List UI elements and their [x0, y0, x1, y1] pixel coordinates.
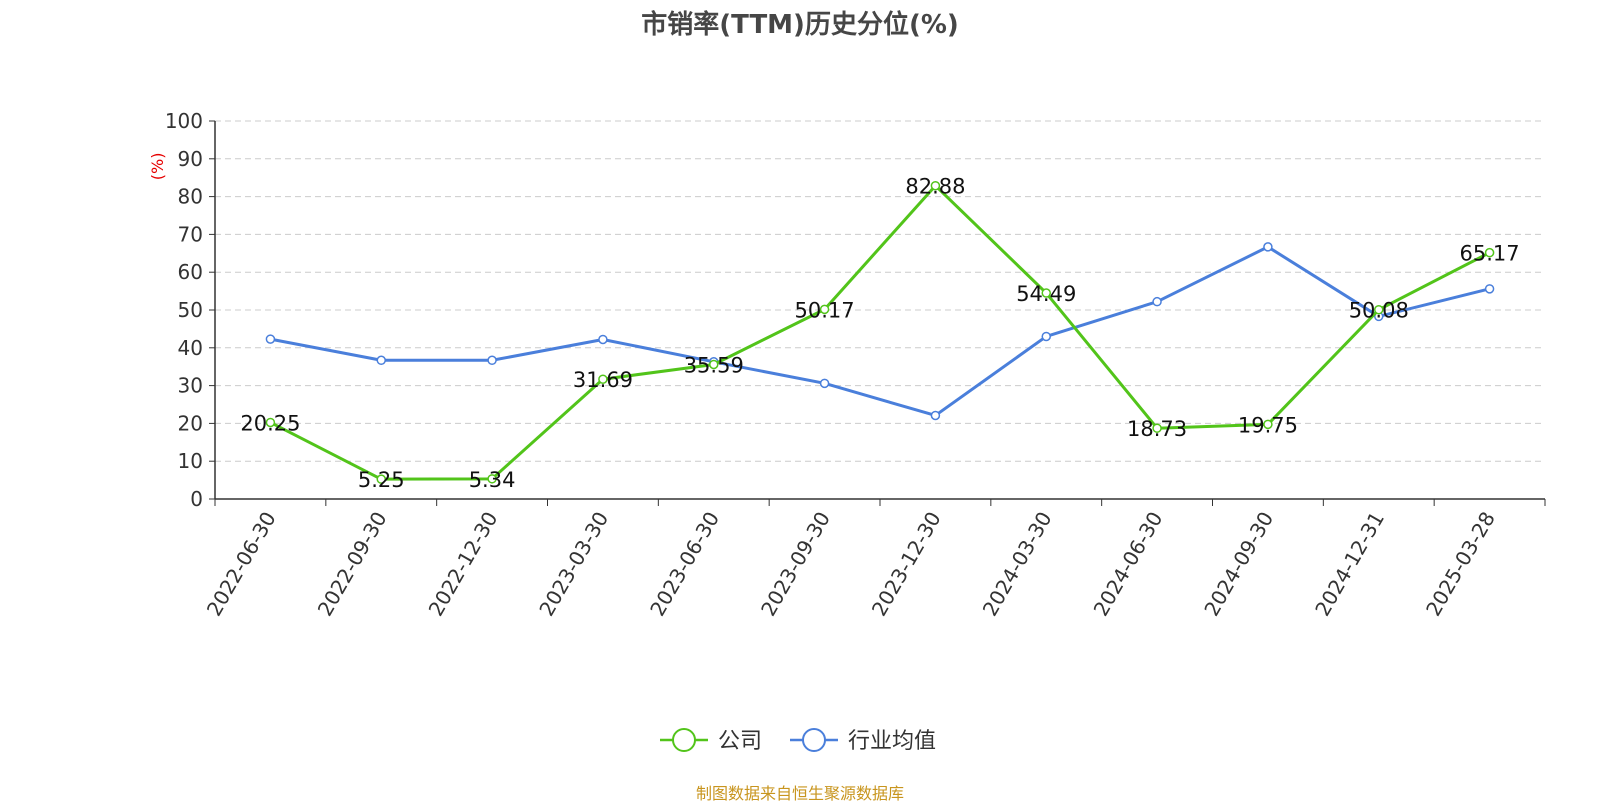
data-label: 35.59 — [684, 353, 744, 377]
y-tick-label: 90 — [178, 147, 203, 171]
data-labels: 20.25 5.25 5.34 31.69 35.59 50.17 82.88 54.49 18… — [240, 175, 1519, 492]
data-point — [265, 334, 276, 344]
data-point — [376, 474, 386, 484]
legend: 公司 行业均值 — [660, 728, 936, 754]
x-tick-label: 2023-09-30 — [756, 508, 835, 621]
data-point — [1041, 288, 1051, 298]
y-tick-label: 70 — [178, 222, 203, 246]
y-tick-label: 60 — [178, 260, 203, 284]
data-label: 5.25 — [358, 468, 405, 492]
data-point — [930, 410, 941, 421]
data-point — [376, 355, 386, 366]
data-point — [1152, 423, 1162, 433]
x-tick-label: 2023-03-30 — [534, 508, 613, 621]
data-label: 50.08 — [1349, 299, 1409, 323]
series-line-company — [269, 184, 1491, 481]
x-tick-label: 2022-06-30 — [202, 508, 281, 621]
data-label: 19.75 — [1238, 413, 1298, 437]
data-point — [1041, 331, 1051, 342]
data-point — [487, 474, 497, 484]
data-point — [1484, 247, 1495, 258]
grid-lines — [215, 120, 1545, 462]
x-tick-label: 2024-06-30 — [1089, 508, 1168, 621]
legend-label-industry-average: 行业均值 — [848, 729, 936, 754]
y-tick-label: 10 — [178, 449, 203, 473]
data-point — [598, 374, 608, 384]
data-label: 54.49 — [1016, 282, 1076, 306]
y-tick-label: 100 — [165, 109, 203, 133]
x-tick-label: 2024-03-30 — [978, 508, 1057, 621]
legend-marker-circle — [672, 728, 696, 752]
data-label: 82.88 — [905, 175, 965, 199]
x-tick-label: 2023-12-30 — [867, 508, 946, 621]
data-point — [1152, 296, 1162, 307]
data-point — [598, 334, 608, 345]
x-tick-label: 2022-09-30 — [313, 508, 392, 621]
data-label: 50.17 — [795, 298, 855, 322]
data-point — [819, 304, 830, 315]
legend-label-company: 公司 — [718, 729, 762, 754]
x-tick-label: 2022-12-30 — [424, 508, 503, 621]
data-source-note: 制图数据来自恒生聚源数据库 — [695, 784, 904, 803]
y-axis-label: (%) — [148, 153, 167, 181]
data-label: 18.73 — [1127, 417, 1187, 441]
y-tick-label: 40 — [178, 336, 203, 360]
x-tick-label: 2023-06-30 — [645, 508, 724, 621]
y-tick-label: 50 — [178, 298, 203, 322]
axes: 0 10 20 30 40 50 60 70 80 90 100 (%) 2022-06-30 2022-… — [148, 109, 1546, 621]
y-tick-label: 20 — [178, 411, 203, 435]
data-label: 65.17 — [1460, 242, 1520, 266]
x-tick-label: 2025-03-28 — [1421, 508, 1500, 621]
y-tick-label: 0 — [190, 487, 203, 511]
data-point — [819, 378, 830, 389]
x-tick-label: 2024-09-30 — [1199, 508, 1278, 621]
x-tick-label: 2024-12-31 — [1310, 508, 1389, 621]
data-point — [930, 180, 941, 191]
data-label: 20.25 — [240, 411, 300, 435]
data-label: 5.34 — [469, 468, 516, 492]
data-point — [1263, 419, 1273, 430]
data-label: 31.69 — [573, 368, 633, 392]
legend-marker-circle — [802, 728, 826, 752]
y-tick-label: 30 — [178, 374, 203, 398]
y-tick-label: 80 — [178, 185, 203, 209]
data-point — [709, 359, 719, 370]
chart-title: 市销率(TTM)历史分位(%) — [641, 10, 959, 40]
data-point — [1484, 284, 1495, 294]
series-lines — [265, 180, 1495, 484]
data-point — [1263, 242, 1273, 252]
data-point — [265, 417, 276, 428]
data-point — [487, 355, 497, 366]
series-line-industry-average — [270, 245, 1490, 417]
data-point — [1374, 304, 1384, 315]
